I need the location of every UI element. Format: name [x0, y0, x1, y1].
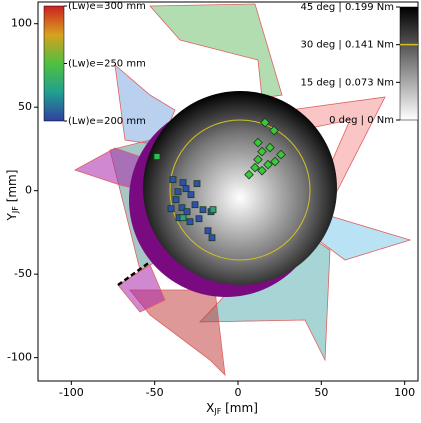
colorbar-label: (Lw)e=300 mm: [68, 1, 146, 12]
colorbar: [44, 6, 64, 121]
x-tick-label: 50: [314, 386, 328, 399]
point: [173, 197, 179, 203]
point: [187, 219, 193, 225]
point: [183, 186, 189, 192]
point: [184, 209, 190, 215]
x-tick-label: 100: [394, 386, 415, 399]
point: [194, 181, 200, 187]
point: [210, 207, 216, 213]
colorbar-label: 30 deg | 0.141 Nm: [300, 40, 394, 51]
x-tick-label: -100: [59, 386, 84, 399]
point: [170, 177, 176, 183]
x-tick-label: -50: [146, 386, 164, 399]
x-tick-label: 0: [235, 386, 242, 399]
colorbar: [400, 7, 418, 120]
point: [154, 154, 160, 160]
point: [180, 215, 186, 221]
y-tick-label: -100: [7, 351, 32, 364]
colorbar-label: 15 deg | 0.073 Nm: [300, 77, 394, 88]
point: [205, 228, 211, 234]
y-tick-label: 50: [18, 100, 32, 113]
point: [192, 202, 198, 208]
point: [209, 235, 215, 241]
point: [180, 180, 186, 186]
point: [196, 216, 202, 222]
point: [175, 189, 181, 195]
point: [200, 207, 206, 213]
x-axis-label: XJF [mm]: [206, 401, 258, 416]
plate: [150, 4, 282, 98]
y-tick-label: -50: [14, 267, 32, 280]
colorbar-label: (Lw)e=200 mm: [68, 116, 146, 127]
colorbar-label: 0 deg | 0 Nm: [329, 115, 394, 126]
point: [188, 192, 194, 198]
y-axis-label: YJF [mm]: [5, 170, 20, 222]
y-tick-label: 0: [25, 184, 32, 197]
colorbar-label: 45 deg | 0.199 Nm: [300, 2, 394, 13]
point: [168, 206, 174, 212]
chart: (Lw)e=300 mm (Lw)e=250 mm (Lw)e=200 mm 45 …: [0, 0, 421, 419]
y-tick-label: 100: [11, 17, 32, 30]
colorbar-label: (Lw)e=250 mm: [68, 59, 146, 70]
